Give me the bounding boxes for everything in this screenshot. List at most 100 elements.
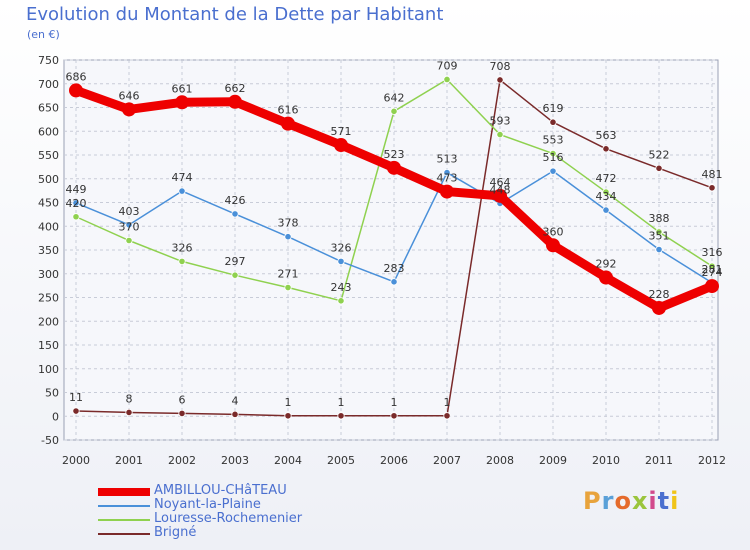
y-tick-label: -50 xyxy=(41,434,59,447)
x-tick-label: 2002 xyxy=(168,454,196,467)
y-tick-label: 150 xyxy=(38,339,59,352)
data-point xyxy=(443,168,451,177)
x-tick-label: 2003 xyxy=(221,454,249,467)
y-tick-label: 500 xyxy=(38,173,59,186)
data-label: 1 xyxy=(285,396,292,409)
data-point xyxy=(337,412,345,420)
x-tick-label: 2001 xyxy=(115,454,143,467)
data-label: 571 xyxy=(331,125,352,138)
data-label: 11 xyxy=(69,391,83,404)
data-point xyxy=(599,270,613,285)
data-label: 481 xyxy=(702,168,723,181)
legend-item: Louresse-Rochemenier xyxy=(98,511,358,527)
data-point xyxy=(72,213,80,221)
y-tick-label: 50 xyxy=(45,387,59,400)
x-tick-label: 2012 xyxy=(698,454,726,467)
logo-letter: r xyxy=(601,487,615,515)
data-point xyxy=(546,238,560,253)
data-label: 708 xyxy=(490,60,511,73)
data-point xyxy=(125,236,133,245)
data-label: 420 xyxy=(66,197,87,210)
data-point xyxy=(602,206,610,214)
data-label: 523 xyxy=(384,148,405,161)
x-tick-label: 2011 xyxy=(645,454,673,467)
data-point xyxy=(175,95,189,110)
data-point xyxy=(125,221,133,229)
y-tick-label: 600 xyxy=(38,125,59,138)
x-tick-label: 2000 xyxy=(62,454,90,467)
x-tick-label: 2010 xyxy=(592,454,620,467)
data-label: 709 xyxy=(437,59,458,72)
data-point xyxy=(655,245,663,254)
data-point xyxy=(284,233,292,241)
data-label: 616 xyxy=(278,104,299,117)
data-label: 228 xyxy=(649,288,670,301)
data-label: 271 xyxy=(278,268,299,281)
logo-letter: P xyxy=(583,487,602,515)
data-point xyxy=(228,94,242,109)
data-label: 6 xyxy=(179,393,186,406)
data-label: 553 xyxy=(543,134,564,147)
data-point xyxy=(281,116,295,131)
logo-letter: i xyxy=(648,487,658,515)
data-label: 474 xyxy=(172,171,193,184)
legend-label: Louresse-Rochemenier xyxy=(154,511,303,526)
data-point xyxy=(231,271,239,279)
data-point xyxy=(334,138,348,153)
data-label: 316 xyxy=(702,246,723,259)
data-label: 378 xyxy=(278,217,299,230)
data-label: 464 xyxy=(490,176,511,189)
data-label: 243 xyxy=(331,281,352,294)
data-label: 686 xyxy=(66,70,87,83)
grid xyxy=(63,59,719,441)
data-label: 8 xyxy=(126,392,133,405)
data-point xyxy=(549,118,557,126)
data-label: 388 xyxy=(649,212,670,225)
data-point xyxy=(231,210,239,218)
data-label: 642 xyxy=(384,91,405,104)
data-label: 619 xyxy=(543,102,564,115)
data-point xyxy=(125,408,133,417)
data-label: 370 xyxy=(119,221,140,234)
logo-letter: o xyxy=(614,487,632,515)
legend-item: Brigné xyxy=(98,525,358,541)
data-point xyxy=(440,184,454,199)
data-point xyxy=(178,187,186,195)
axes: -50 0 50 100 150 200 250 300 350 400 450 500 550 600 6… xyxy=(38,54,726,467)
data-point xyxy=(549,167,557,175)
data-label: 351 xyxy=(649,230,670,243)
x-tick-label: 2008 xyxy=(486,454,514,467)
data-label: 1 xyxy=(338,396,345,409)
y-tick-label: 250 xyxy=(38,292,59,305)
data-label: 426 xyxy=(225,194,246,207)
data-point xyxy=(602,188,610,196)
data-point xyxy=(387,160,401,175)
data-point xyxy=(708,184,716,192)
x-tick-label: 2006 xyxy=(380,454,408,467)
proxiti-logo: Proxiti xyxy=(583,487,679,515)
data-point xyxy=(390,107,398,115)
y-tick-label: 550 xyxy=(38,149,59,162)
data-label: 472 xyxy=(596,172,617,185)
y-tick-label: 450 xyxy=(38,197,59,210)
data-label: 516 xyxy=(543,151,564,164)
data-label: 1 xyxy=(444,396,451,409)
data-label: 522 xyxy=(649,148,670,161)
x-tick-label: 2005 xyxy=(327,454,355,467)
data-point xyxy=(390,412,398,420)
legend-swatch xyxy=(98,488,150,496)
data-point xyxy=(708,262,716,270)
data-point xyxy=(443,75,451,84)
data-point xyxy=(549,149,557,158)
y-tick-label: 100 xyxy=(38,363,59,376)
data-point xyxy=(178,409,186,417)
data-point xyxy=(655,164,663,172)
data-point xyxy=(231,410,239,418)
data-label: 281 xyxy=(702,263,723,276)
data-point xyxy=(602,145,610,153)
legend-swatch xyxy=(98,519,150,521)
data-point xyxy=(72,407,80,415)
legend: AMBILLOU-CHâTEAU Noyant-la-Plaine Louresse… xyxy=(98,483,358,541)
data-point xyxy=(443,412,451,420)
